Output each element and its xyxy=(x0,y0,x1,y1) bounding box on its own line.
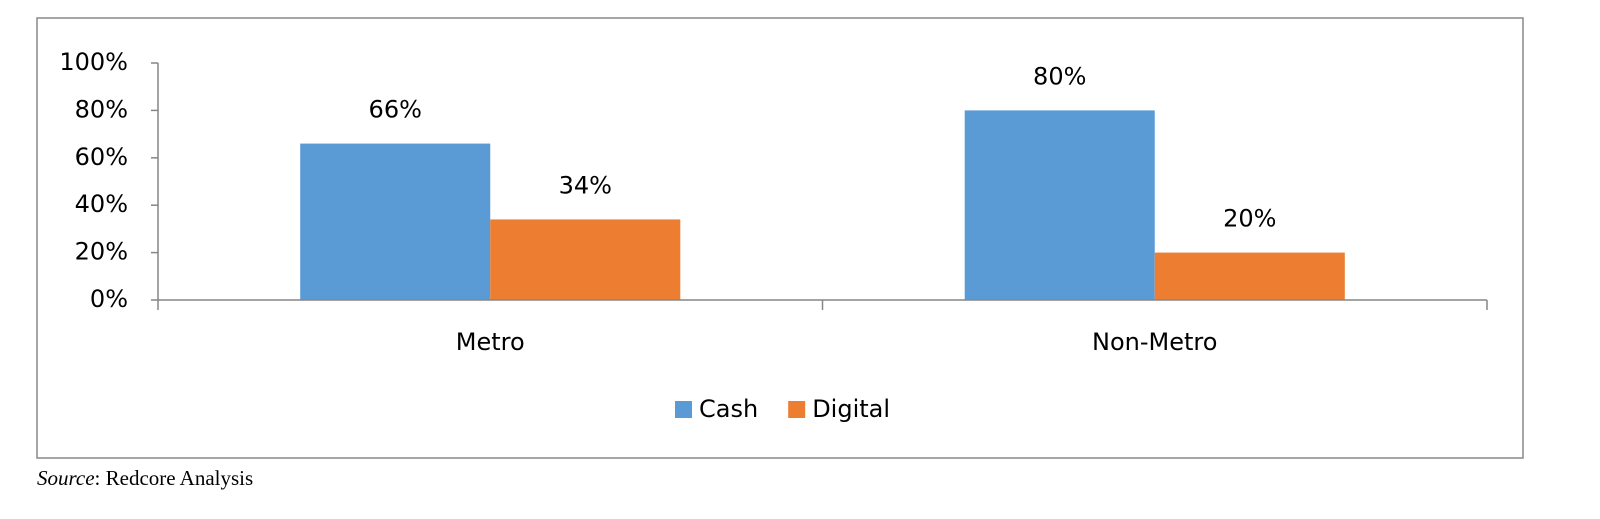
source-text: : Redcore Analysis xyxy=(95,466,254,490)
bar xyxy=(1154,252,1345,300)
x-tick-label: Metro xyxy=(456,328,525,356)
source: Source: Redcore Analysis xyxy=(37,466,253,490)
data-label: 34% xyxy=(559,171,612,199)
y-tick-label: 80% xyxy=(75,95,128,123)
legend-swatch xyxy=(788,401,806,418)
legend-label: Digital xyxy=(812,395,890,423)
y-tick-label: 0% xyxy=(90,285,128,313)
y-tick-label: 20% xyxy=(75,238,128,266)
legend-label: Cash xyxy=(699,395,758,423)
x-tick-label: Non-Metro xyxy=(1092,328,1217,356)
y-tick-label: 100% xyxy=(59,48,128,76)
legend-swatch xyxy=(675,401,692,418)
bar xyxy=(490,219,681,300)
data-label: 66% xyxy=(369,96,422,124)
y-tick-label: 40% xyxy=(75,190,128,218)
data-label: 20% xyxy=(1223,205,1276,233)
chart-frame xyxy=(36,17,1524,459)
bar xyxy=(964,110,1155,301)
bar xyxy=(300,143,491,300)
data-label: 80% xyxy=(1033,62,1086,90)
y-tick-label: 60% xyxy=(75,143,128,171)
source-label: Source xyxy=(37,466,95,490)
